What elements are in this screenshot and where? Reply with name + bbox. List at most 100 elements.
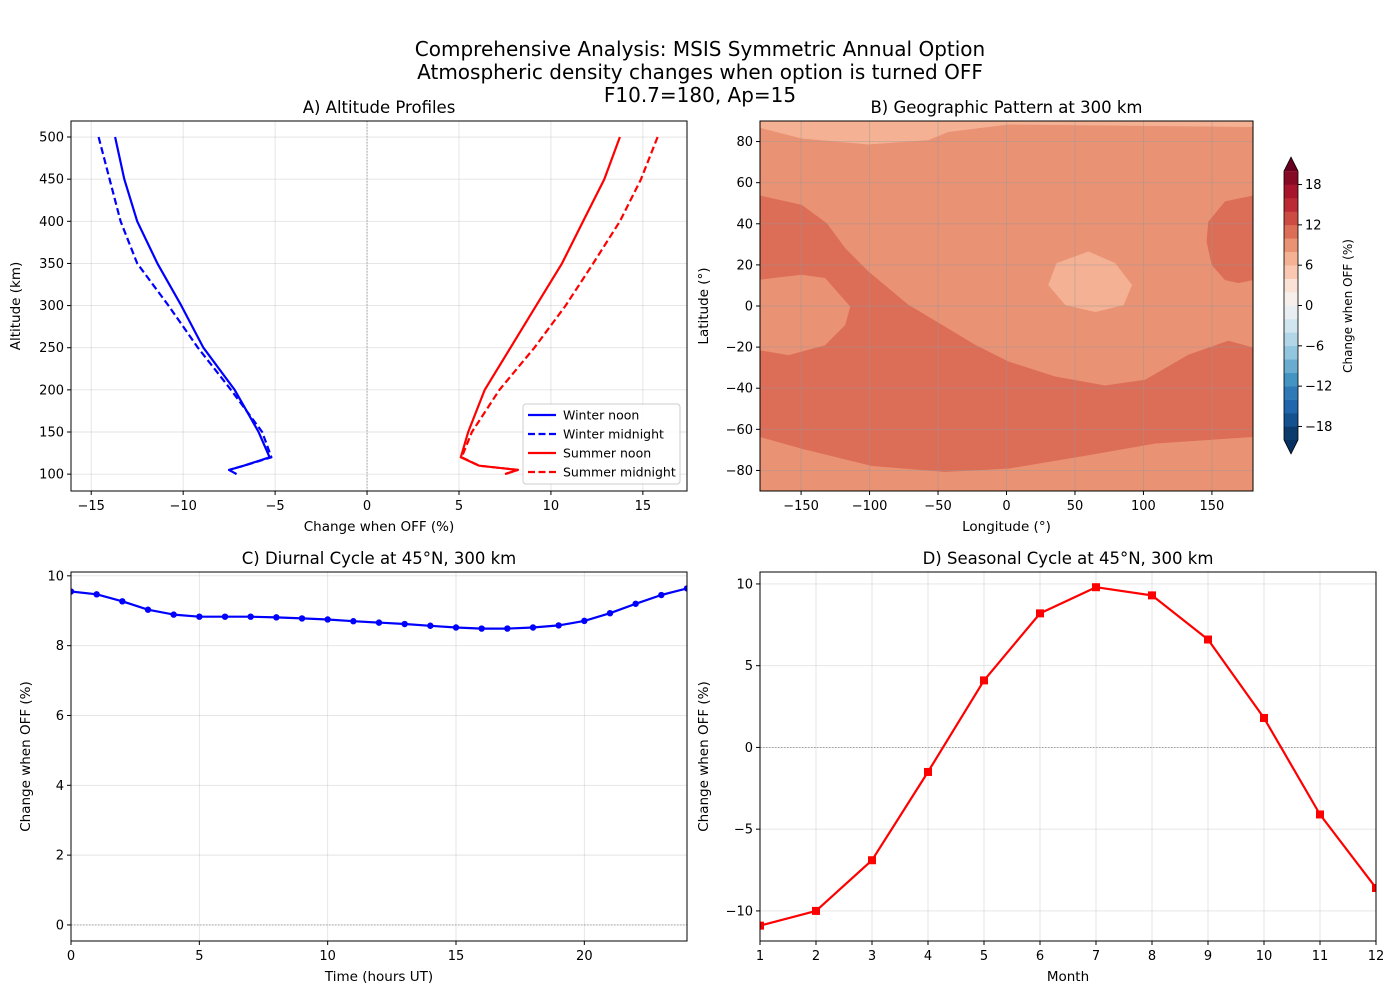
y-tick-label: 300: [39, 299, 64, 314]
x-tick-label: 4: [924, 949, 932, 964]
series-line-summer-midnight: [460, 136, 659, 476]
colorbar-outline: [1283, 156, 1299, 455]
x-axis-label: Time (hours UT): [324, 969, 433, 985]
x-tick-label: 10: [319, 949, 336, 964]
data-point: [196, 613, 203, 620]
y-tick-label: −5: [734, 823, 753, 838]
y-tick-label: 0: [745, 300, 753, 315]
data-point: [478, 625, 485, 632]
data-point: [632, 600, 639, 607]
y-tick-label: 350: [39, 257, 64, 272]
panel-A: −15 −10 −5 0 5 10 15 100 150 200 250 300 350 400 450 50…: [8, 98, 688, 535]
colorbar-tick-label: 6: [1305, 259, 1313, 274]
colorbar-band: [1284, 238, 1298, 253]
data-point: [1372, 884, 1376, 893]
data-point: [1092, 583, 1100, 592]
data-point: [1260, 713, 1268, 722]
y-tick-label: 150: [39, 426, 64, 441]
y-tick-label: 4: [56, 779, 64, 794]
colorbar-band: [1284, 318, 1298, 333]
y-tick-label: −40: [726, 382, 753, 397]
plot-area: [71, 572, 687, 941]
suptitle-line-1: Comprehensive Analysis: MSIS Symmetric A…: [415, 37, 985, 61]
panel-C: 0 5 10 15 20 0 2 4 6 8 10 C) Diurnal Cycle at 45°N,…: [18, 549, 688, 985]
panel-title: D) Seasonal Cycle at 45°N, 300 km: [923, 549, 1214, 568]
x-axis-label: Change when OFF (%): [304, 519, 455, 535]
y-tick-label: 40: [736, 217, 753, 232]
y-tick-label: 200: [39, 383, 64, 398]
grid: [760, 121, 1253, 491]
x-tick-label: 5: [455, 499, 463, 514]
colorbar-band: [1284, 278, 1298, 293]
y-axis-label: Latitude (°): [696, 267, 712, 344]
colorbar-tick-label: 0: [1305, 299, 1313, 314]
y-axis-label: Change when OFF (%): [696, 681, 712, 832]
y-tick-label: 450: [39, 173, 64, 188]
x-tick-label: 3: [868, 949, 876, 964]
x-tick-label: 0: [67, 949, 75, 964]
data-point: [683, 585, 687, 592]
colorbar-band: [1284, 386, 1298, 400]
grid: [71, 121, 687, 491]
contour-region-1: [760, 195, 1253, 472]
y-tick-label: 80: [736, 135, 753, 150]
x-tick-label: 0: [1002, 499, 1010, 514]
colorbar-band: [1284, 426, 1298, 441]
data-point: [1316, 810, 1324, 819]
x-tick-label: 9: [1204, 949, 1212, 964]
suptitle-line-2: Atmospheric density changes when option …: [417, 60, 983, 84]
legend-label: Summer noon: [563, 446, 651, 461]
x-tick-label: −50: [924, 499, 951, 514]
colorbar-band: [1284, 184, 1298, 199]
x-tick-label: 15: [635, 499, 652, 514]
series-line-0: [760, 586, 1376, 927]
data-point: [760, 921, 764, 930]
grid: [760, 572, 1376, 941]
series-line-winter-midnight: [97, 136, 273, 476]
x-tick-label: 1: [756, 949, 764, 964]
colorbar-band: [1284, 332, 1298, 347]
x-tick-label: 10: [543, 499, 560, 514]
y-axis-label: Altitude (km): [8, 262, 24, 351]
y-axis-label: Change when OFF (%): [18, 681, 34, 832]
data-point: [924, 767, 932, 776]
x-tick-label: 50: [1067, 499, 1084, 514]
axes-frame: [759, 571, 1377, 942]
colorbar-tick-label: −12: [1305, 380, 1332, 395]
axes-frame: [70, 571, 688, 942]
legend-box: [522, 403, 681, 485]
plot-area: [760, 572, 1376, 941]
data-point: [221, 613, 229, 620]
y-tick-label: 20: [736, 258, 753, 273]
data-point: [1204, 635, 1212, 644]
plot-area: [71, 121, 687, 491]
y-tick-label: 2: [56, 849, 64, 864]
data-point: [170, 611, 177, 618]
y-tick-label: 6: [56, 709, 64, 724]
y-tick-label: 10: [736, 577, 753, 592]
data-point: [375, 619, 383, 626]
colorbar-label: Change when OFF (%): [1341, 239, 1355, 373]
x-tick-label: 6: [1036, 949, 1044, 964]
data-point: [273, 614, 280, 621]
colorbar-tick-label: −18: [1305, 420, 1332, 435]
data-point: [452, 624, 460, 631]
colorbar-band: [1284, 251, 1298, 266]
x-tick-label: 150: [1200, 499, 1225, 514]
x-tick-label: −100: [852, 499, 888, 514]
x-tick-label: −150: [783, 499, 819, 514]
y-tick-label: 5: [745, 659, 753, 674]
y-tick-label: −10: [726, 904, 753, 919]
y-tick-label: 500: [39, 131, 64, 146]
colorbar-band: [1284, 345, 1298, 360]
x-tick-label: 5: [980, 949, 988, 964]
x-tick-label: 10: [1256, 949, 1273, 964]
x-axis-label: Month: [1047, 969, 1089, 985]
y-tick-label: 100: [39, 468, 64, 483]
suptitle-line-3: F10.7=180, Ap=15: [604, 83, 796, 107]
y-tick-label: 60: [736, 176, 753, 191]
x-axis-label: Longitude (°): [962, 519, 1051, 535]
contour-region-5: [1048, 251, 1133, 313]
x-tick-label: 12: [1368, 949, 1385, 964]
